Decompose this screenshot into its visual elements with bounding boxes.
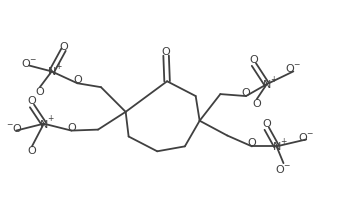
Text: +: + xyxy=(270,75,277,83)
Text: O: O xyxy=(59,42,68,52)
Text: O: O xyxy=(262,118,271,128)
Text: O$^{-}$: O$^{-}$ xyxy=(275,162,292,174)
Text: O: O xyxy=(253,99,261,108)
Text: O: O xyxy=(247,138,256,148)
Text: N: N xyxy=(48,67,56,77)
Text: O: O xyxy=(73,75,82,85)
Text: O: O xyxy=(28,96,36,105)
Text: N: N xyxy=(272,142,281,152)
Text: +: + xyxy=(48,114,54,123)
Text: O$^{-}$: O$^{-}$ xyxy=(285,62,302,74)
Text: $^{-}$O: $^{-}$O xyxy=(6,121,23,133)
Text: O$^{-}$: O$^{-}$ xyxy=(21,56,37,68)
Text: O: O xyxy=(28,146,36,156)
Text: N: N xyxy=(263,80,271,90)
Text: +: + xyxy=(56,62,62,71)
Text: O: O xyxy=(35,87,44,97)
Text: N: N xyxy=(40,119,48,129)
Text: O$^{-}$: O$^{-}$ xyxy=(298,130,314,142)
Text: O: O xyxy=(249,54,258,64)
Text: +: + xyxy=(280,136,287,145)
Text: O: O xyxy=(67,122,76,132)
Text: O: O xyxy=(162,46,170,56)
Text: O: O xyxy=(242,88,251,98)
